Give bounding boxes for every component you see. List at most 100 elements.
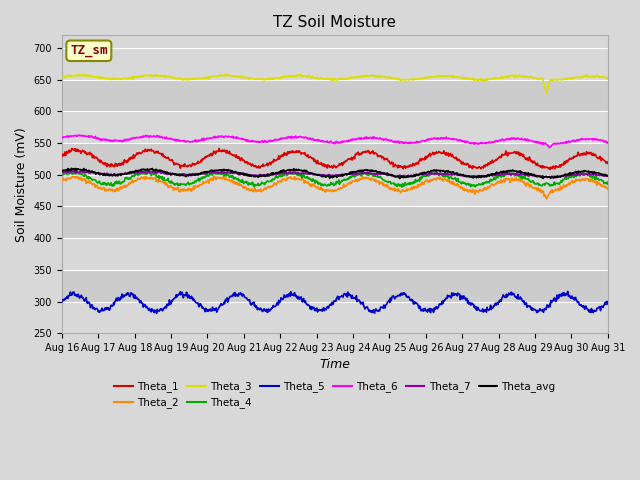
Theta_3: [447, 73, 455, 79]
Theta_3: [58, 74, 66, 80]
Theta_2: [211, 173, 218, 179]
Theta_5: [58, 299, 66, 304]
Theta_1: [447, 154, 455, 159]
Bar: [62, 301, 608, 333]
Text: TZ_sm: TZ_sm: [70, 44, 108, 57]
Theta_avg: [531, 173, 538, 179]
Line: Theta_3: Theta_3: [62, 74, 608, 94]
Theta_3: [292, 74, 300, 80]
Theta_6: [470, 140, 477, 146]
Line: Theta_6: Theta_6: [62, 135, 608, 147]
Theta_4: [604, 181, 612, 187]
Theta_avg: [58, 168, 66, 174]
Theta_5: [470, 301, 477, 307]
Theta_1: [118, 160, 125, 166]
Theta_4: [200, 175, 208, 180]
Theta_6: [447, 136, 455, 142]
Theta_6: [58, 135, 66, 141]
Bar: [62, 238, 608, 270]
Theta_1: [604, 160, 612, 166]
Theta_6: [75, 132, 83, 138]
Line: Theta_1: Theta_1: [62, 148, 608, 169]
Theta_1: [547, 167, 554, 172]
Theta_7: [543, 175, 551, 180]
Theta_4: [58, 172, 66, 178]
Theta_2: [604, 186, 612, 192]
Theta_2: [543, 196, 550, 202]
Theta_7: [530, 173, 538, 179]
Theta_3: [530, 75, 538, 81]
Theta_avg: [201, 170, 209, 176]
Theta_4: [398, 184, 406, 190]
Theta_avg: [396, 176, 403, 181]
Theta_6: [546, 144, 554, 150]
Theta_5: [201, 308, 209, 313]
Theta_2: [200, 180, 208, 186]
Theta_4: [286, 168, 294, 174]
Theta_avg: [448, 169, 456, 175]
Theta_5: [118, 296, 125, 301]
Theta_2: [292, 176, 300, 181]
Theta_6: [604, 140, 612, 146]
Line: Theta_avg: Theta_avg: [62, 168, 608, 179]
Theta_7: [67, 168, 75, 173]
Theta_5: [604, 299, 612, 304]
Bar: [62, 270, 608, 301]
Bar: [62, 143, 608, 175]
Theta_3: [118, 76, 125, 82]
Theta_3: [470, 76, 477, 82]
Theta_6: [292, 133, 300, 139]
Line: Theta_5: Theta_5: [62, 291, 608, 313]
Theta_5: [447, 295, 455, 301]
Legend: Theta_1, Theta_2, Theta_3, Theta_4, Theta_5, Theta_6, Theta_7, Theta_avg: Theta_1, Theta_2, Theta_3, Theta_4, Thet…: [110, 377, 560, 412]
Theta_1: [530, 159, 538, 165]
Theta_1: [292, 148, 300, 154]
Theta_avg: [118, 171, 126, 177]
Theta_7: [58, 170, 66, 176]
Bar: [62, 206, 608, 238]
Line: Theta_7: Theta_7: [62, 170, 608, 178]
Theta_4: [448, 175, 456, 181]
Bar: [62, 48, 608, 80]
Theta_2: [58, 177, 66, 183]
Theta_4: [470, 183, 478, 189]
Theta_5: [564, 288, 572, 294]
Theta_6: [201, 137, 209, 143]
Y-axis label: Soil Moisture (mV): Soil Moisture (mV): [15, 127, 28, 241]
Theta_5: [530, 307, 538, 312]
Theta_7: [604, 173, 612, 179]
Theta_7: [447, 172, 455, 178]
Theta_7: [118, 171, 126, 177]
Theta_2: [470, 189, 477, 194]
Title: TZ Soil Moisture: TZ Soil Moisture: [273, 15, 396, 30]
Theta_avg: [604, 173, 612, 179]
Theta_avg: [292, 168, 300, 173]
Theta_3: [200, 75, 208, 81]
Theta_6: [118, 138, 126, 144]
X-axis label: Time: Time: [319, 359, 350, 372]
Theta_4: [531, 181, 538, 187]
Theta_1: [215, 145, 223, 151]
Theta_avg: [470, 173, 478, 179]
Theta_5: [153, 311, 161, 316]
Theta_5: [292, 292, 300, 298]
Bar: [62, 175, 608, 206]
Line: Theta_2: Theta_2: [62, 176, 608, 199]
Theta_2: [447, 180, 455, 186]
Theta_4: [118, 180, 125, 186]
Bar: [62, 80, 608, 111]
Theta_3: [543, 91, 550, 96]
Theta_2: [530, 185, 538, 191]
Theta_avg: [68, 166, 76, 171]
Theta_4: [292, 169, 300, 175]
Theta_3: [604, 74, 612, 80]
Bar: [62, 111, 608, 143]
Theta_7: [292, 170, 300, 176]
Line: Theta_4: Theta_4: [62, 171, 608, 187]
Theta_7: [201, 171, 209, 177]
Theta_1: [470, 164, 477, 169]
Theta_2: [118, 184, 125, 190]
Theta_1: [200, 156, 208, 161]
Theta_1: [58, 154, 66, 159]
Theta_7: [470, 173, 477, 179]
